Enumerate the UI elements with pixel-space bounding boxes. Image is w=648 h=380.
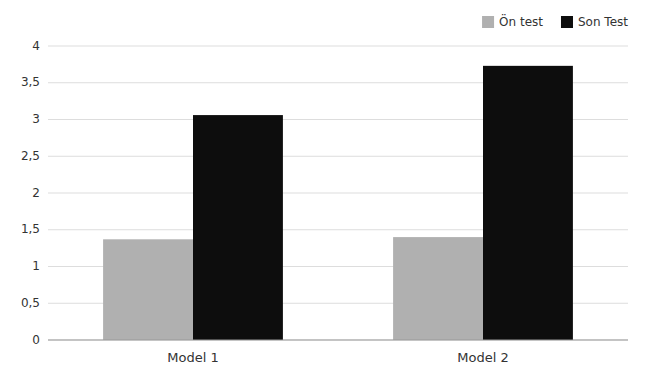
legend-item: Ön test <box>482 13 543 29</box>
y-tick-label: 1,5 <box>21 222 40 236</box>
legend-label: Ön test <box>499 13 543 29</box>
x-axis-line <box>48 340 628 341</box>
bar <box>103 239 193 340</box>
legend-swatch <box>482 16 494 28</box>
y-tick-label: 0 <box>32 333 40 347</box>
legend-label: Son Test <box>578 15 628 29</box>
bar <box>393 237 483 340</box>
x-tick-labels: Model 1 Model 2 <box>167 350 508 365</box>
grid-line <box>48 340 628 341</box>
grid-line <box>48 46 628 47</box>
x-tick-label: Model 2 <box>457 350 508 365</box>
y-tick-label: 2,5 <box>21 149 40 163</box>
chart-container: 0 0,5 1 1,5 2 2,5 3 3,5 4 Model 1 Model 2 Ön test So… <box>0 0 648 380</box>
bar <box>483 66 573 340</box>
y-tick-label: 3,5 <box>21 75 40 89</box>
bar <box>193 115 283 340</box>
y-tick-label: 1 <box>32 259 40 273</box>
y-tick-labels: 0 0,5 1 1,5 2 2,5 3 3,5 4 <box>21 39 40 347</box>
legend-item: Son Test <box>561 15 628 29</box>
y-tick-label: 3 <box>32 112 40 126</box>
chart-svg: 0 0,5 1 1,5 2 2,5 3 3,5 4 Model 1 Model 2 Ön test So… <box>0 0 648 380</box>
y-tick-label: 4 <box>32 39 40 53</box>
y-grid <box>48 46 628 340</box>
legend-swatch <box>561 16 573 28</box>
y-tick-label: 0,5 <box>21 296 40 310</box>
x-tick-label: Model 1 <box>167 350 218 365</box>
bars <box>103 66 573 340</box>
legend: Ön test Son Test <box>482 13 628 29</box>
y-tick-label: 2 <box>32 186 40 200</box>
